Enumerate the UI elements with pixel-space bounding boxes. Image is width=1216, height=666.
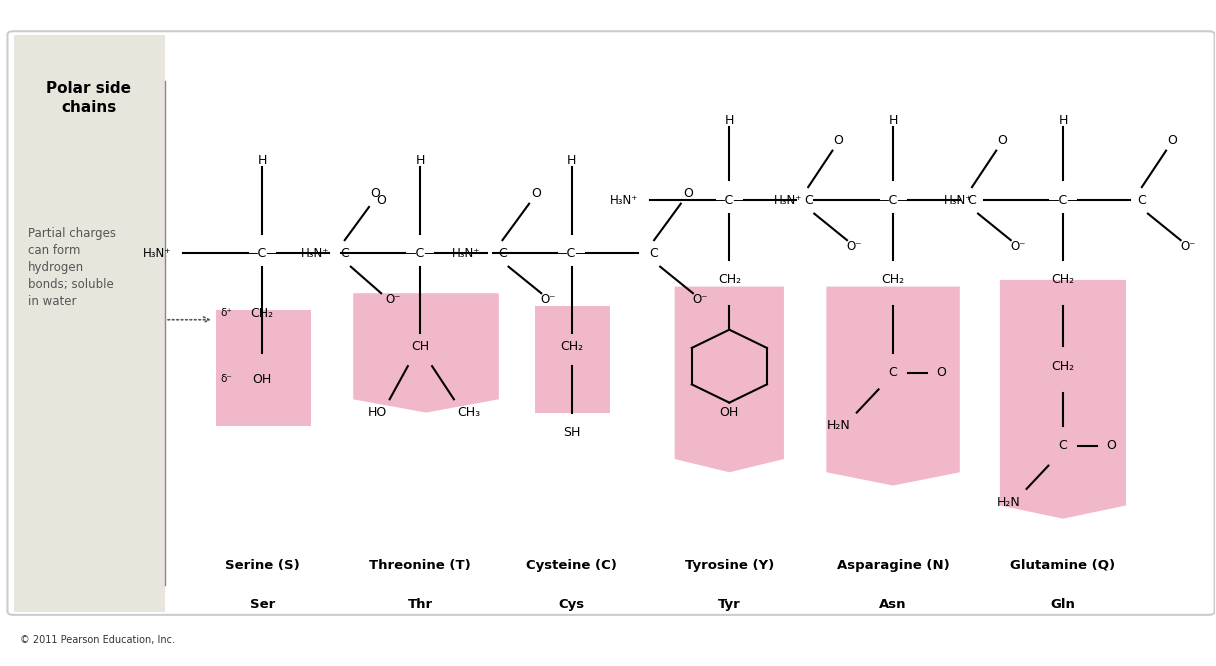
Bar — [13, 35, 165, 611]
Text: H: H — [567, 154, 576, 167]
Text: O: O — [1107, 440, 1116, 452]
Text: HO: HO — [368, 406, 387, 419]
Text: Ser: Ser — [249, 599, 275, 611]
Text: H: H — [415, 154, 424, 167]
Text: H: H — [258, 154, 268, 167]
Text: CH₂: CH₂ — [882, 274, 905, 286]
Text: H₃N⁺: H₃N⁺ — [142, 247, 171, 260]
Text: OH: OH — [720, 406, 739, 419]
Text: δ⁻: δ⁻ — [220, 374, 232, 384]
Text: —C—: —C— — [402, 247, 437, 260]
Text: C: C — [340, 247, 349, 260]
FancyBboxPatch shape — [7, 31, 1215, 615]
Text: H: H — [889, 115, 897, 127]
Text: CH₃: CH₃ — [457, 406, 480, 419]
Polygon shape — [353, 293, 499, 412]
Polygon shape — [1000, 280, 1126, 519]
Text: —C—: —C— — [1046, 194, 1080, 207]
Text: C: C — [499, 247, 507, 260]
Text: Cysteine (C): Cysteine (C) — [527, 559, 617, 571]
Text: —C—: —C— — [246, 247, 280, 260]
Text: —C—: —C— — [554, 247, 589, 260]
Text: O⁻: O⁻ — [846, 240, 862, 253]
Text: Serine (S): Serine (S) — [225, 559, 299, 571]
Text: CH₂: CH₂ — [1052, 360, 1075, 373]
Text: O: O — [834, 134, 844, 147]
Text: H: H — [1058, 115, 1068, 127]
Text: C: C — [804, 194, 812, 207]
Text: Polar side
chains: Polar side chains — [46, 81, 131, 115]
Text: Tyrosine (Y): Tyrosine (Y) — [685, 559, 773, 571]
Text: O: O — [1167, 134, 1177, 147]
Text: CH₂: CH₂ — [250, 306, 274, 320]
Text: C: C — [649, 247, 659, 260]
Text: H₃N⁺: H₃N⁺ — [773, 194, 803, 207]
Text: H: H — [725, 115, 734, 127]
Text: H₂N: H₂N — [827, 420, 850, 432]
Text: O: O — [531, 187, 541, 200]
Text: H₃N⁺: H₃N⁺ — [610, 194, 638, 207]
Text: O: O — [370, 187, 379, 200]
Text: OH: OH — [253, 373, 272, 386]
Text: O⁻: O⁻ — [1181, 240, 1195, 253]
Text: CH₂: CH₂ — [561, 340, 584, 353]
Text: —C—: —C— — [877, 194, 910, 207]
Text: O: O — [936, 366, 946, 380]
Text: C: C — [1137, 194, 1147, 207]
Text: Glutamine (Q): Glutamine (Q) — [1010, 559, 1115, 571]
Text: C: C — [968, 194, 976, 207]
Text: C: C — [889, 366, 897, 380]
Text: Threonine (T): Threonine (T) — [370, 559, 471, 571]
Text: H₃N⁺: H₃N⁺ — [300, 247, 330, 260]
Text: H₂N: H₂N — [996, 496, 1020, 509]
Text: O: O — [683, 187, 693, 200]
Text: O⁻: O⁻ — [385, 293, 401, 306]
Bar — [216, 310, 311, 426]
Text: CH: CH — [411, 340, 429, 353]
Text: Tyr: Tyr — [717, 599, 741, 611]
Text: Cys: Cys — [558, 599, 585, 611]
Text: O⁻: O⁻ — [541, 293, 556, 306]
Text: O: O — [376, 194, 385, 207]
Text: Asn: Asn — [879, 599, 907, 611]
Text: —C—: —C— — [713, 194, 747, 207]
Text: O⁻: O⁻ — [692, 293, 708, 306]
Text: Partial charges
can form
hydrogen
bonds; soluble
in water: Partial charges can form hydrogen bonds;… — [28, 227, 116, 308]
Text: CH₂: CH₂ — [1052, 274, 1075, 286]
Polygon shape — [827, 286, 959, 486]
Text: © 2011 Pearson Education, Inc.: © 2011 Pearson Education, Inc. — [19, 635, 175, 645]
Text: C: C — [1059, 440, 1068, 452]
Text: Gln: Gln — [1051, 599, 1075, 611]
Text: SH: SH — [563, 426, 580, 439]
Text: δ⁺: δ⁺ — [220, 308, 232, 318]
Text: Asparagine (N): Asparagine (N) — [837, 559, 950, 571]
Text: H₃N⁺: H₃N⁺ — [944, 194, 972, 207]
Text: CH₂: CH₂ — [717, 274, 741, 286]
Text: O⁻: O⁻ — [1010, 240, 1026, 253]
Text: Thr: Thr — [407, 599, 433, 611]
Bar — [535, 306, 610, 412]
Polygon shape — [675, 286, 784, 472]
Text: H₃N⁺: H₃N⁺ — [452, 247, 480, 260]
Text: O: O — [997, 134, 1007, 147]
